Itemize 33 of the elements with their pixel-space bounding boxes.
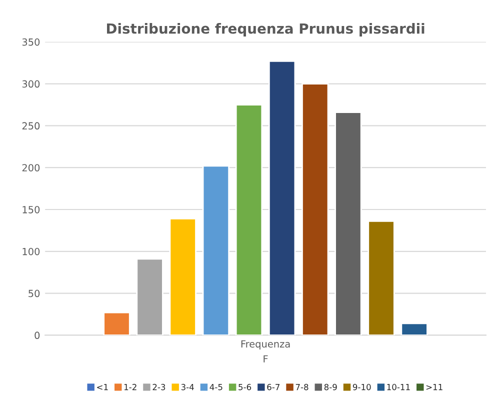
y-tick-label: 100 <box>22 248 40 256</box>
x-axis-title: F <box>264 355 268 362</box>
legend-label: <1 <box>97 384 108 390</box>
bar <box>302 83 329 336</box>
y-tick-label: 50 <box>28 290 40 298</box>
y-tick-label: 150 <box>22 206 40 214</box>
bar <box>368 220 395 336</box>
bar <box>400 322 428 336</box>
legend-label: 3-4 <box>181 384 194 390</box>
legend-label: 6-7 <box>267 384 280 390</box>
y-tick-label: 350 <box>22 38 40 46</box>
y-tick-label: 0 <box>34 332 40 340</box>
legend-label: 5-6 <box>238 384 252 390</box>
legend-label: >11 <box>426 384 442 390</box>
legend-label: 4-5 <box>210 384 222 390</box>
bar <box>103 312 130 336</box>
legend-label: 1-2 <box>124 384 136 390</box>
legend-label: 8-9 <box>324 384 337 390</box>
bar <box>334 112 362 336</box>
legend-label: 7-8 <box>296 384 308 390</box>
y-tick-label: 300 <box>22 80 40 88</box>
legend-label: 9-10 <box>352 384 371 390</box>
x-tick-label: Frequenza <box>241 340 290 350</box>
legend-label: 10-11 <box>387 384 410 390</box>
bar <box>169 218 196 336</box>
bar <box>268 60 296 336</box>
bar <box>136 258 164 336</box>
bar <box>235 104 263 336</box>
chart-title: Distribuzione frequenza Prunus pissardii <box>107 23 424 36</box>
y-tick-label: 250 <box>22 122 40 130</box>
bar <box>202 165 230 336</box>
legend-label: 2-3 <box>152 384 166 390</box>
y-tick-label: 200 <box>22 164 40 172</box>
